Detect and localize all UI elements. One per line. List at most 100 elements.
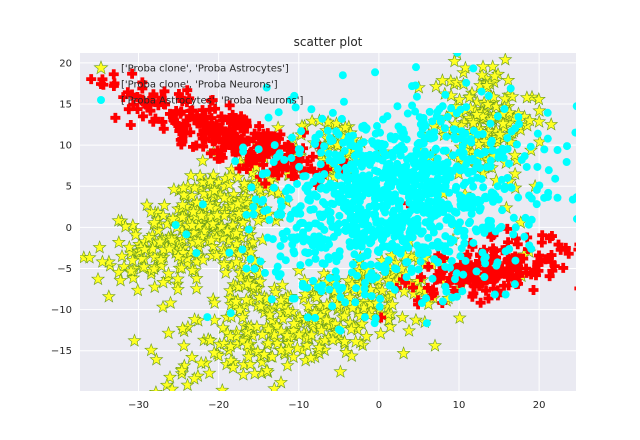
data-point (490, 66, 506, 81)
data-point (533, 265, 544, 276)
data-point (307, 105, 316, 114)
data-point (402, 240, 411, 249)
data-point (234, 120, 245, 131)
data-point (364, 272, 373, 281)
data-point (386, 133, 395, 142)
data-point (132, 104, 143, 115)
data-point (101, 289, 116, 303)
data-point (359, 138, 368, 147)
data-point (254, 145, 263, 154)
data-point (481, 253, 490, 262)
data-point (341, 218, 350, 227)
data-point (449, 236, 458, 245)
data-point (328, 302, 337, 311)
data-point (533, 250, 544, 261)
chart-title: scatter plot (294, 35, 363, 49)
legend: ['Proba clone', 'Proba Astrocytes'] ['Pro… (93, 60, 304, 107)
data-point (236, 111, 247, 122)
data-point (333, 164, 342, 173)
data-point (292, 327, 307, 341)
data-point (238, 245, 247, 254)
data-point (450, 207, 459, 216)
data-point (186, 204, 201, 219)
data-point (481, 194, 490, 203)
data-point (499, 200, 514, 214)
data-point (483, 293, 494, 304)
data-point (159, 86, 170, 97)
data-point (259, 136, 270, 147)
data-point (423, 261, 434, 272)
data-point (544, 233, 555, 244)
data-point (533, 162, 542, 171)
data-point (269, 131, 280, 142)
series-3 (171, 53, 576, 335)
data-point (394, 122, 403, 131)
data-point (428, 117, 437, 126)
data-point (572, 102, 576, 111)
data-point (116, 259, 131, 273)
data-point (522, 113, 537, 127)
data-point (315, 130, 324, 139)
data-point (558, 262, 569, 273)
data-point (244, 225, 253, 234)
data-point (176, 139, 187, 150)
data-point (497, 175, 506, 184)
data-point (246, 234, 261, 249)
data-point (489, 246, 500, 257)
data-point (475, 297, 486, 308)
data-point (441, 282, 450, 291)
data-point (396, 346, 411, 360)
data-point (167, 112, 178, 123)
data-point (242, 210, 251, 219)
y-tick-label: 0 (66, 223, 72, 234)
data-point (349, 198, 358, 207)
data-point (280, 358, 295, 372)
data-point (505, 89, 520, 103)
data-point (122, 239, 137, 254)
data-point (273, 142, 284, 153)
data-point (164, 108, 175, 119)
data-point (227, 109, 238, 120)
data-point (235, 215, 251, 229)
data-point (350, 151, 359, 160)
data-point (490, 290, 499, 299)
data-point (337, 114, 346, 123)
data-point (417, 182, 426, 191)
data-point (134, 94, 145, 105)
data-point (251, 155, 262, 166)
data-point (479, 183, 488, 192)
data-point (459, 270, 468, 279)
data-point (414, 149, 423, 158)
data-point (553, 239, 564, 250)
data-point (309, 205, 318, 214)
data-point (525, 191, 534, 200)
data-point (125, 253, 140, 267)
data-point (244, 148, 255, 159)
data-point (311, 248, 320, 257)
data-point (419, 207, 428, 216)
x-tick-label: 20 (533, 400, 546, 411)
data-point (400, 277, 411, 288)
data-point (203, 173, 218, 187)
data-point (164, 232, 179, 247)
data-point (260, 207, 269, 216)
data-point (373, 122, 382, 131)
data-point (396, 197, 405, 206)
data-point (353, 190, 362, 199)
data-point (214, 134, 225, 145)
data-point (257, 347, 272, 361)
data-point (189, 271, 204, 285)
data-point (514, 113, 523, 122)
data-point (463, 156, 472, 165)
data-point (338, 120, 353, 134)
data-point (366, 260, 375, 269)
data-point (253, 274, 268, 288)
data-point (312, 340, 327, 354)
data-point (472, 267, 481, 276)
data-point (469, 64, 478, 73)
data-point (251, 213, 266, 227)
data-point (546, 231, 557, 242)
data-point (360, 284, 369, 293)
data-point (282, 162, 293, 173)
data-point (458, 193, 467, 202)
